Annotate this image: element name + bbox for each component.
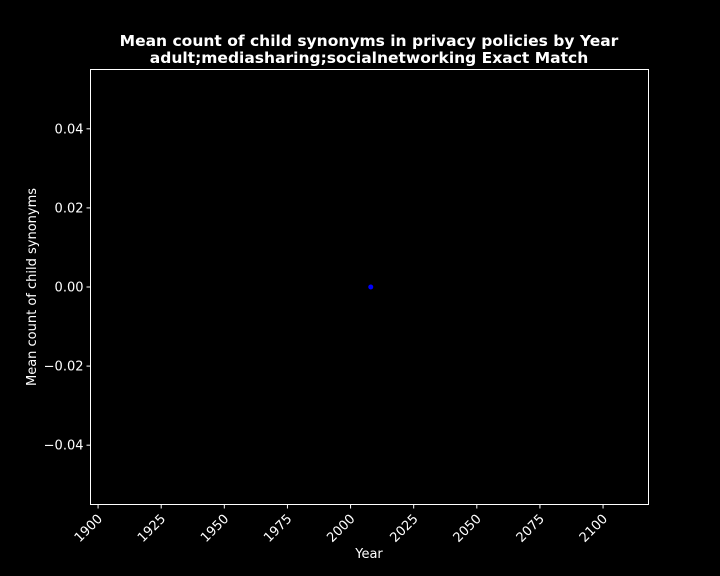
chart-title: Mean count of child synonyms in privacy … (120, 32, 619, 50)
y-tick-label: −0.02 (44, 360, 84, 375)
data-points (368, 284, 374, 290)
chart-subtitle: adult;mediasharing;socialnetworking Exac… (150, 49, 588, 67)
y-tick-label: 0.02 (55, 201, 84, 216)
y-tick-label: −0.04 (44, 439, 84, 454)
y-axis: −0.04 −0.02 0.00 0.02 0.04 (44, 122, 91, 454)
y-axis-label: Mean count of child synonyms (25, 188, 40, 386)
x-axis-label: Year (354, 547, 383, 562)
y-tick-label: 0.00 (55, 281, 84, 296)
y-tick-label: 0.04 (55, 122, 84, 137)
data-point (368, 284, 374, 290)
